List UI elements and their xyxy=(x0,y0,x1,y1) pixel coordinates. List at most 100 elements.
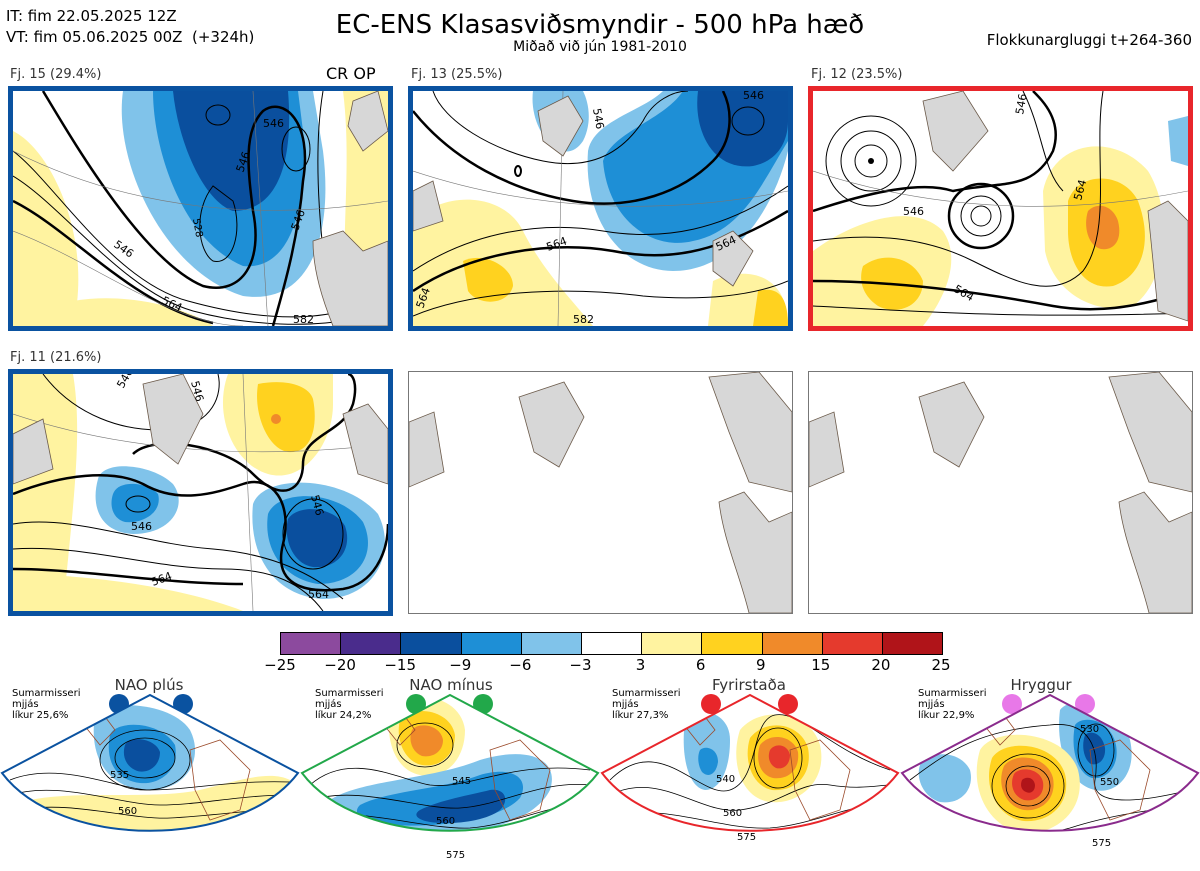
contour-line xyxy=(813,305,1188,316)
contour-label: 546 xyxy=(903,205,924,218)
cluster-panel-empty-5 xyxy=(408,371,793,614)
cluster-panel-2[interactable]: 546 546 564 564 564 582 xyxy=(408,86,793,331)
land xyxy=(718,491,792,613)
cluster-panel-3[interactable]: 546 546 564 564 xyxy=(808,86,1193,331)
anomaly-positive xyxy=(53,298,213,326)
panel-4-label: Fj. 11 (21.6%) xyxy=(10,350,102,365)
contour-line xyxy=(413,280,788,317)
colorbar-tick-label: −9 xyxy=(449,656,472,674)
contour-label: 575 xyxy=(446,850,465,861)
contour-line xyxy=(13,150,344,318)
anomaly-negative xyxy=(697,91,788,167)
regime-3-map: 540 560 575 xyxy=(600,693,900,843)
contour-label: 564 xyxy=(308,588,329,601)
land xyxy=(347,91,388,152)
contour-label: 546 xyxy=(308,493,326,517)
regime-4-dot-left xyxy=(1002,694,1022,714)
regime-1-frame xyxy=(0,693,300,832)
cluster-panel-1[interactable]: 546 546 546 528 546 564 582 xyxy=(8,86,393,331)
cluster-map-4: 546 546 546 546 564 564 xyxy=(13,374,388,611)
graticule xyxy=(252,91,269,326)
anomaly-positive xyxy=(413,199,593,326)
anomaly-positive xyxy=(13,574,243,611)
contour-label: 550 xyxy=(1100,777,1119,788)
regime-4-dot-right xyxy=(1075,694,1095,714)
contour-line xyxy=(9,789,291,806)
anomaly-positive xyxy=(768,745,790,769)
colorbar-tick-label: 3 xyxy=(635,656,646,674)
contour-label: 564 xyxy=(1071,178,1089,202)
contour-line xyxy=(13,199,214,325)
contour-line xyxy=(970,205,992,227)
panel-2-label: Fj. 13 (25.5%) xyxy=(411,67,503,82)
contour-label: 546 xyxy=(263,117,284,130)
colorbar-segment xyxy=(762,633,823,654)
colorbar-segment xyxy=(642,633,703,654)
cluster-map-2: 546 546 564 564 564 582 xyxy=(413,91,788,326)
colorbar-segment xyxy=(822,633,883,654)
land xyxy=(712,230,754,287)
coastline xyxy=(189,739,251,821)
regime-3-name: Fyrirstaða xyxy=(712,676,786,694)
low-center xyxy=(868,158,874,164)
colorbar-segment xyxy=(581,633,643,654)
contour-line xyxy=(309,783,591,809)
regime-4-name: Hryggur xyxy=(1010,676,1072,694)
contour-line xyxy=(1077,723,1115,777)
contour-line xyxy=(840,130,902,192)
land xyxy=(518,381,585,468)
contour-label: 546 xyxy=(590,107,606,130)
anomaly-negative xyxy=(1010,842,1045,854)
contour-line xyxy=(813,91,1104,287)
anomaly-positive xyxy=(463,257,513,302)
colorbar-ticks: −25 −20 −15 −9 −6 −3 3 6 9 15 20 25 xyxy=(0,656,1200,676)
contour-line xyxy=(281,126,311,172)
empty-map-6 xyxy=(809,372,1192,613)
graticule xyxy=(13,150,388,211)
contour-line xyxy=(309,767,591,786)
contour-line xyxy=(813,91,1057,213)
colorbar-segment xyxy=(702,633,763,654)
empty-map-5 xyxy=(409,372,792,613)
contour-line xyxy=(413,185,788,272)
land xyxy=(413,180,444,232)
contour-label: 540 xyxy=(716,774,735,785)
cluster-panel-4[interactable]: 546 546 546 546 564 564 xyxy=(8,369,393,616)
graticule xyxy=(13,230,244,326)
panel-1-op-tag: CR OP xyxy=(326,64,376,83)
contour-line xyxy=(813,279,1188,311)
contour-line xyxy=(753,727,803,789)
colorbar-tick-label: 9 xyxy=(755,656,766,674)
regime-4-text: Sumarmisseri mjjás líkur 22,9% xyxy=(918,688,987,721)
contour-line xyxy=(13,547,324,611)
contour-line xyxy=(13,521,344,600)
contour-line xyxy=(205,104,231,126)
contour-label: 546 xyxy=(1013,93,1029,116)
contour-label: 535 xyxy=(110,770,129,781)
contour-line xyxy=(731,106,765,136)
contour-line xyxy=(1005,765,1051,807)
regime-3-dot-right xyxy=(778,694,798,714)
colorbar-segment xyxy=(401,633,462,654)
contour-line xyxy=(99,729,191,791)
contour-label: 560 xyxy=(118,806,137,817)
anomaly-negative xyxy=(918,754,971,803)
cluster-panel-empty-6 xyxy=(808,371,1193,614)
coastline xyxy=(789,739,851,821)
contour-line xyxy=(413,91,731,205)
contour-label: 546 xyxy=(131,520,152,533)
colorbar-tick-label: −6 xyxy=(509,656,532,674)
colorbar-tick-label: 15 xyxy=(811,656,831,674)
regime-2-frame xyxy=(300,693,600,832)
cluster-map-3: 546 546 564 564 xyxy=(813,91,1188,326)
contour-label: 560 xyxy=(723,808,742,819)
anomaly-positive xyxy=(30,775,290,831)
colorbar-tick-label: 20 xyxy=(871,656,891,674)
land xyxy=(142,374,204,465)
coastline xyxy=(1089,739,1151,821)
land xyxy=(537,95,584,157)
graticule xyxy=(13,413,388,453)
contour-line xyxy=(825,115,917,207)
contour-line xyxy=(909,724,1191,801)
contour-label: 546 xyxy=(188,379,206,403)
